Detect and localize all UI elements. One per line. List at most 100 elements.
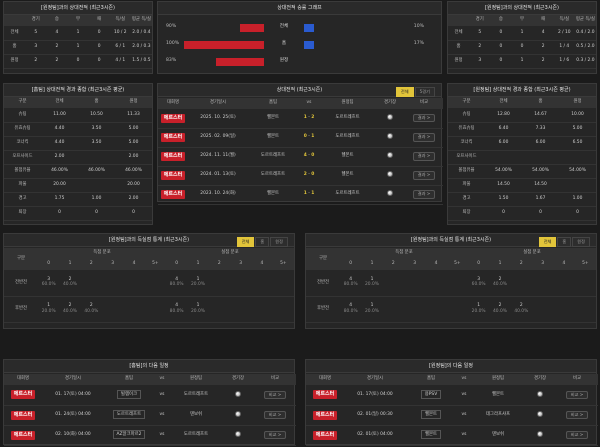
tab-sdl-all[interactable]: 전체 xyxy=(236,237,255,248)
table-cell: 5 xyxy=(469,26,491,41)
dist-count: 1 xyxy=(370,276,374,282)
dist-cell: 2 40.0% xyxy=(489,270,511,297)
table-cell: 0 xyxy=(559,206,596,221)
table-row[interactable]: 에르스터 2025. 10. 25(토) 헬몬트 1 - 2 도르트레흐트 결과 > xyxy=(158,109,443,129)
table-row: 슈팅 12.80 14.67 10.00 xyxy=(448,108,596,123)
dist-cell xyxy=(425,296,447,323)
result-button[interactable]: 결과 > xyxy=(412,190,436,199)
goal-header-row: 0 1 2 3 4 5+ 0 1 2 3 4 5+ xyxy=(306,259,596,270)
group-header: 득점 분포 xyxy=(340,248,468,259)
compare-button[interactable]: 비교 > xyxy=(565,430,589,440)
date-cell: 2024. 01. 13(토) xyxy=(188,166,248,186)
goal-count-header: 4 xyxy=(251,259,273,270)
dist-cell xyxy=(382,296,404,323)
compare-cell: 비교 > xyxy=(556,425,598,446)
dist-count: 1 xyxy=(370,303,374,309)
table-cell: 1 xyxy=(511,54,533,69)
ball-icon xyxy=(387,114,393,121)
result-button[interactable]: 결과 > xyxy=(412,114,436,123)
dist-count: 2 xyxy=(498,303,502,309)
tab-sdl-home[interactable]: 홈 xyxy=(255,237,270,248)
score-cell: 0 - 1 xyxy=(298,128,320,148)
compare-button[interactable]: 비교 > xyxy=(565,410,589,420)
table-cell: 1 / 6 xyxy=(553,54,575,69)
away-team: 데그라프샤프 xyxy=(472,405,524,426)
table-row[interactable]: 에르스터 02. 10(화) 04:00 AZ알크마르2 vs 도르트레흐트 비교 > xyxy=(4,425,296,446)
league-cell: 에르스터 xyxy=(158,185,188,205)
table-row[interactable]: 에르스터 02. 01(토) 04:00 헬몬트 vs 덴보쉬 비교 > xyxy=(306,425,598,446)
table-cell xyxy=(78,178,115,193)
group-header-row: 구분 득점 분포 실점 분포 xyxy=(4,248,294,270)
table-cell: 6.00 xyxy=(485,136,522,151)
column-header: 전체 xyxy=(485,97,522,108)
table-row[interactable]: 에르스터 02. 01(일) 00:30 헬몬트 vs 데그라프샤프 비교 > xyxy=(306,405,598,426)
table-cell: 2.00 xyxy=(115,192,152,207)
tab-sdr-away[interactable]: 원정 xyxy=(572,237,590,248)
dist-cell xyxy=(80,270,102,297)
table-row[interactable]: 에르스터 2024. 01. 13(토) 도르트레흐트 2 - 0 헬몬트 결과 > xyxy=(158,166,443,186)
goal-count-header: 5+ xyxy=(272,259,294,270)
tab-sdr-all[interactable]: 전체 xyxy=(538,237,557,248)
home-team-name: 도르트레흐트 xyxy=(112,409,146,419)
home-team-name: 헬몬트 xyxy=(420,409,442,419)
tab-recent-5games[interactable]: 5경기 xyxy=(414,87,435,98)
away-team-name: 도르트레흐트 xyxy=(183,391,209,397)
away-team: 도르트레흐트 xyxy=(320,109,375,129)
compare-button[interactable]: 비교 > xyxy=(565,390,589,399)
table-cell: 2.0 / 0.3 xyxy=(130,40,152,55)
date-cell: 02. 01(일) 00:30 xyxy=(344,405,406,426)
tab-recent-all[interactable]: 전체 xyxy=(395,87,414,98)
column-header: 평균 득/실 xyxy=(574,15,596,26)
compare-button[interactable]: 비교 > xyxy=(263,390,287,399)
compare-button[interactable]: 비교 > xyxy=(263,430,287,440)
column-header xyxy=(448,15,470,26)
table-cell xyxy=(78,150,115,165)
row-label: 원정 xyxy=(448,54,470,69)
compare-button[interactable]: 비교 > xyxy=(263,410,287,420)
column-header: 패 xyxy=(88,15,110,26)
h2h-right-panel: [원정팀]과의 상대전적 (최근3시즌) 경기 승 무 패 득/실 평균 득/실 전체 5 0… xyxy=(447,1,597,74)
stadium-cell xyxy=(222,405,254,426)
table-cell: 0 xyxy=(88,26,110,41)
result-button[interactable]: 결과 > xyxy=(412,152,436,161)
table-row[interactable]: 에르스터 01. 17(토) 04:00 용PSV vs 헬몬트 비교 > xyxy=(306,385,598,406)
compare-cell: 비교 > xyxy=(254,425,296,446)
column-header: 비교 xyxy=(556,374,598,385)
column-header: 홈 xyxy=(78,97,115,108)
column-header: 경기장 xyxy=(524,374,556,385)
column-header: 경기장 xyxy=(222,374,254,385)
table-row[interactable]: 에르스터 2024. 11. 11(월) 도르트레흐트 4 - 0 헬몬트 결과 > xyxy=(158,147,443,167)
stadium-cell xyxy=(375,166,405,186)
table-cell: 1 xyxy=(67,40,89,55)
table-row: 원정 3 0 1 2 1 / 6 0.3 / 2.0 xyxy=(448,54,596,69)
dist-cell: 3 60.0% xyxy=(467,270,490,297)
table-row: 오프사이드 xyxy=(448,150,596,165)
table-row[interactable]: 에르스터 01. 17(토) 04:00 빌렘이크 vs 도르트레흐트 비교 > xyxy=(4,385,296,406)
home-team-name: 헬몬트 xyxy=(420,429,442,439)
dist-cell xyxy=(272,270,294,297)
date-cell: 2023. 10. 24(화) xyxy=(188,185,248,205)
tab-sdl-away[interactable]: 원정 xyxy=(270,237,288,248)
table-row[interactable]: 에르스터 2023. 10. 24(화) 헬몬트 1 - 1 도르트레흐트 결과 > xyxy=(158,185,443,205)
dist-count: 2 xyxy=(68,303,72,309)
table-row[interactable]: 에르스터 01. 24(토) 04:00 도르트레흐트 vs 덴보쉬 비교 > xyxy=(4,405,296,426)
compare-cell: 비교 > xyxy=(254,385,296,406)
away-team: 덴보쉬 xyxy=(170,405,222,426)
dist-count: 1 xyxy=(196,303,200,309)
date-cell: 2025. 02. 09(일) xyxy=(188,128,248,148)
result-button[interactable]: 결과 > xyxy=(412,133,436,142)
right-pct: 10% xyxy=(413,24,424,30)
result-button[interactable]: 결과 > xyxy=(412,171,436,180)
next-right-title: [원정팀]의 다음 일정 xyxy=(306,360,596,373)
tab-sdr-home[interactable]: 홈 xyxy=(557,237,572,248)
scoredist-right-grid: 구분 득점 분포 실점 분포 0 1 2 3 4 5+ 0 1 2 3 4 5+ 전반전 4 80.0% 1 20.0… xyxy=(306,248,596,323)
table-row: 볼점유율 46.00% 46.00% 46.00% xyxy=(4,164,152,179)
table-cell: 0.4 / 2.0 xyxy=(574,26,596,41)
table-cell: 0 xyxy=(490,26,512,41)
table-cell: 1.75 xyxy=(41,192,78,207)
table-row[interactable]: 에르스터 2025. 02. 09(일) 헬몬트 0 - 1 도르트레흐트 결과 > xyxy=(158,128,443,148)
dist-cell xyxy=(144,296,166,323)
right-bar-fill xyxy=(304,40,314,49)
vs-cell: vs xyxy=(154,425,170,446)
